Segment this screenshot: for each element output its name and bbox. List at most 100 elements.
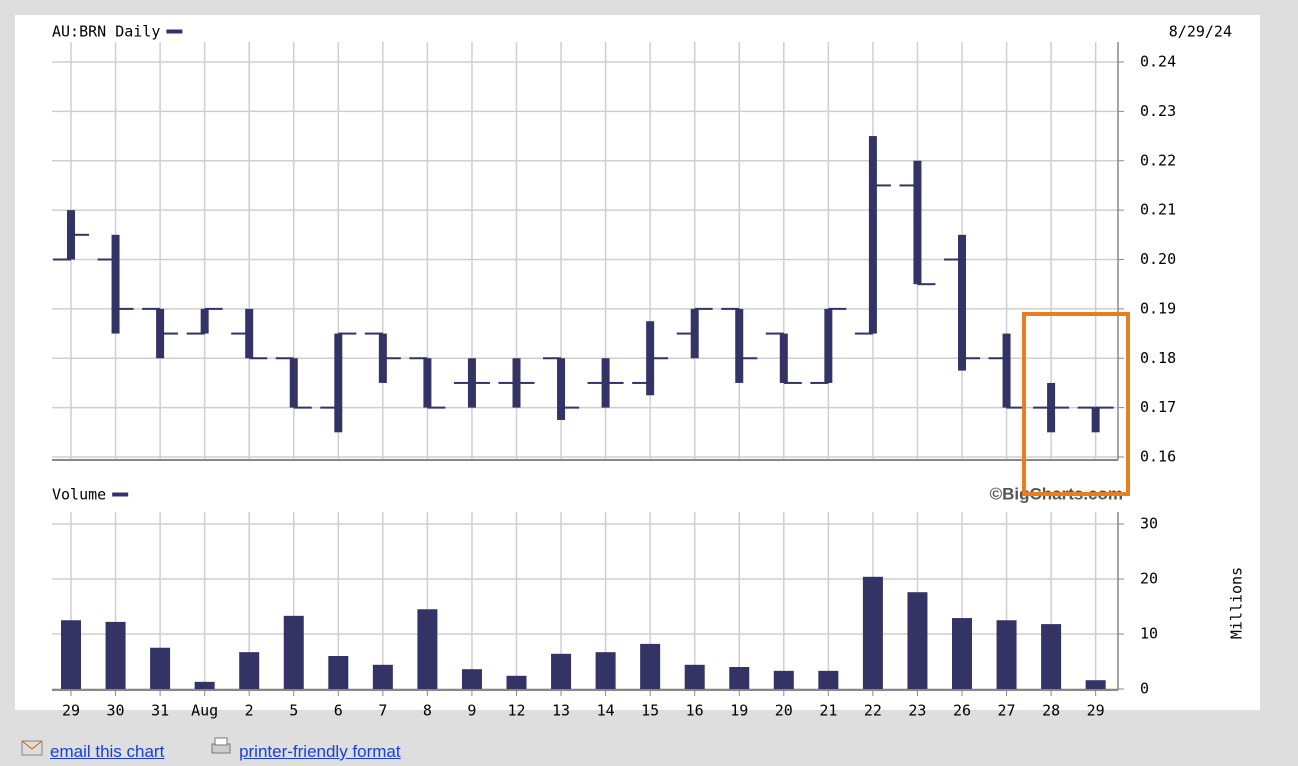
ohlc-range (1002, 333, 1011, 408)
ohlc-open (231, 332, 250, 335)
ohlc-open (364, 332, 383, 335)
bar (773, 670, 794, 689)
ohlc-range (824, 308, 833, 383)
y-axis-label: Millions (1228, 567, 1246, 639)
ohlc-range (423, 358, 432, 408)
ohlc-close (427, 406, 446, 409)
ohlc-open (97, 258, 116, 261)
bar (862, 576, 883, 689)
ohlc-open (988, 357, 1007, 360)
ohlc-open (899, 184, 918, 187)
bar (461, 669, 482, 689)
ohlc-open (810, 381, 829, 384)
email-link[interactable]: email this chart (50, 742, 165, 761)
y-tick-label: 0.19 (1140, 299, 1176, 317)
x-tick-label: 6 (334, 702, 343, 720)
y-tick-label: 0.18 (1140, 349, 1176, 367)
x-tick-label: 27 (998, 702, 1016, 720)
x-tick-label: 23 (908, 702, 926, 720)
x-tick-label: 29 (1087, 702, 1105, 720)
ohlc-range (913, 160, 922, 285)
ohlc-range (1091, 407, 1100, 433)
ohlc-close (694, 307, 713, 310)
bar (61, 620, 81, 689)
ohlc-range (868, 136, 877, 334)
ohlc-open (53, 258, 71, 261)
highlight-box (1022, 312, 1130, 496)
x-tick-label: 30 (107, 702, 125, 720)
x-tick-label: 5 (289, 702, 298, 720)
bar (194, 681, 215, 689)
x-tick-label: 15 (641, 702, 659, 720)
bar (996, 620, 1017, 689)
ohlc-close (872, 184, 891, 187)
y-tick-label: 0 (1140, 680, 1149, 698)
bar (907, 592, 928, 689)
x-tick-label: 26 (953, 702, 971, 720)
ohlc-range (779, 333, 788, 383)
ohlc-close (1095, 406, 1114, 409)
ohlc-close (783, 381, 802, 384)
y-tick-label: 20 (1140, 570, 1158, 588)
x-tick-label: 29 (62, 702, 80, 720)
ohlc-range (557, 358, 566, 420)
bar (506, 675, 527, 689)
bar (328, 656, 349, 689)
ohlc-open (1033, 406, 1052, 409)
ohlc-close (516, 381, 535, 384)
y-tick-label: 0.16 (1140, 448, 1176, 466)
bar (372, 664, 393, 689)
chart-title: AU:BRN Daily (52, 23, 160, 41)
ohlc-close (71, 233, 89, 236)
ohlc-open (944, 258, 962, 261)
ohlc-range (334, 333, 343, 433)
ohlc-close (249, 357, 268, 360)
ohlc-range (111, 234, 120, 334)
x-tick-label: 21 (819, 702, 837, 720)
ohlc-range (200, 308, 209, 334)
x-tick-label: Aug (191, 702, 218, 720)
ohlc-open (275, 357, 294, 360)
legend-swatch (112, 492, 129, 497)
ohlc-close (338, 332, 357, 335)
ohlc-open (587, 381, 606, 384)
x-tick-label: 22 (864, 702, 882, 720)
bar (595, 652, 616, 689)
ohlc-range (958, 234, 966, 371)
chart-panel (15, 15, 1260, 710)
ohlc-close (382, 357, 401, 360)
x-tick-label: 14 (597, 702, 615, 720)
ohlc-close (828, 307, 847, 310)
legend-swatch (166, 29, 183, 34)
ohlc-open (543, 357, 562, 360)
y-tick-label: 0.20 (1140, 250, 1176, 268)
ohlc-close (204, 307, 223, 310)
ohlc-open (320, 406, 339, 409)
ohlc-open (1077, 406, 1096, 409)
y-tick-label: 0.23 (1140, 102, 1176, 120)
chart-date: 8/29/24 (1169, 23, 1232, 41)
x-tick-label: 19 (730, 702, 748, 720)
bar (1041, 624, 1062, 689)
ohlc-close (739, 357, 758, 360)
print-icon (211, 737, 231, 754)
ohlc-open (186, 332, 205, 335)
bar (150, 647, 171, 689)
bar (684, 664, 705, 689)
x-tick-label: 7 (378, 702, 387, 720)
print-link[interactable]: printer-friendly format (239, 742, 401, 761)
ohlc-open (854, 332, 873, 335)
bar (239, 652, 260, 689)
y-tick-label: 0.22 (1140, 151, 1176, 169)
x-tick-label: 20 (775, 702, 793, 720)
bar (551, 653, 572, 689)
ohlc-close (471, 381, 490, 384)
ohlc-open (409, 357, 428, 360)
ohlc-close (1006, 406, 1025, 409)
volume-title: Volume (52, 486, 106, 504)
ohlc-open (632, 381, 651, 384)
bar (952, 618, 972, 689)
ohlc-close (962, 357, 980, 360)
